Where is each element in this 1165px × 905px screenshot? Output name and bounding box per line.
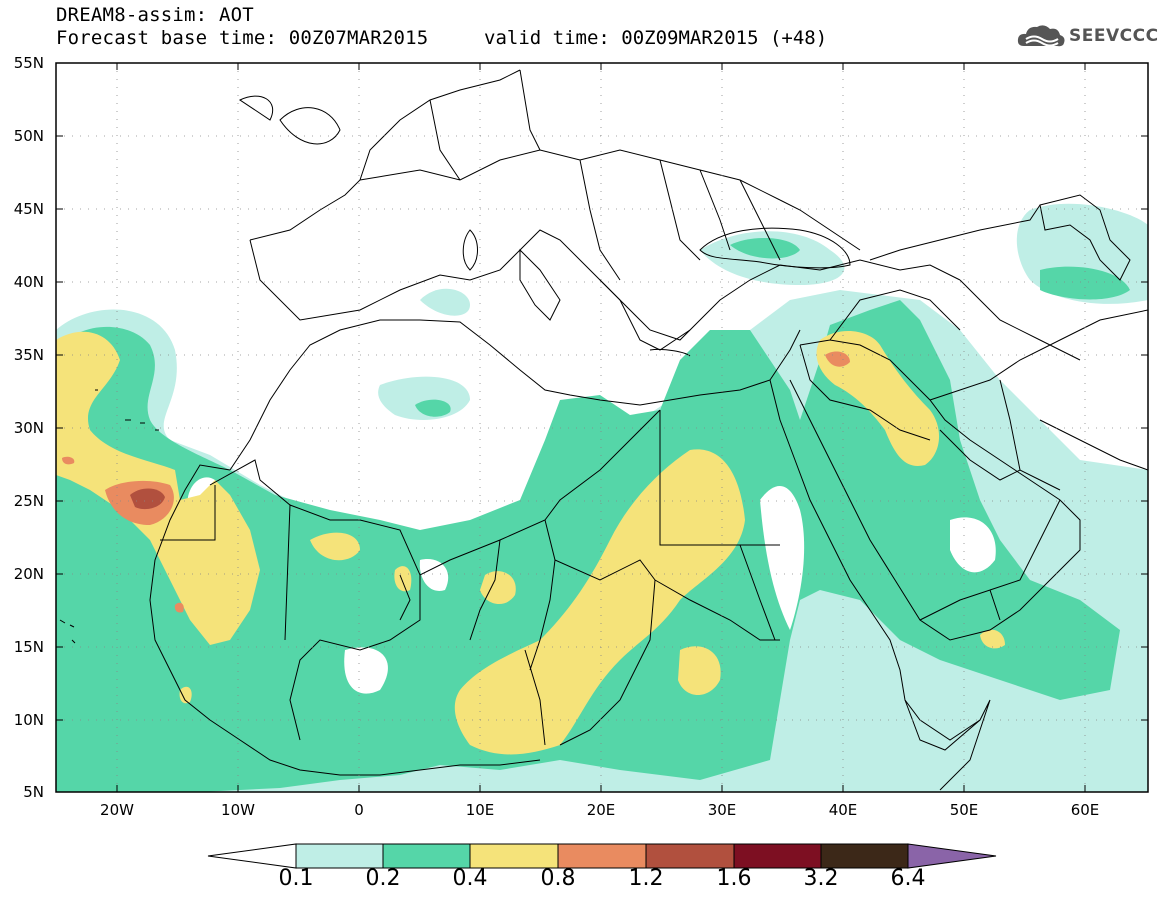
axis-ticks xyxy=(56,62,1148,793)
lon-label: 60E xyxy=(1070,801,1100,819)
lat-label: 15N xyxy=(13,638,44,656)
lon-label: 20W xyxy=(100,801,134,819)
aot-contours xyxy=(56,63,1148,792)
lon-label: 10E xyxy=(465,801,495,819)
valid-time-label: valid time: 00Z09MAR2015 (+48) xyxy=(484,27,828,49)
colorbar-min-arrow xyxy=(207,843,297,869)
lat-label: 40N xyxy=(13,273,44,291)
colorbar-label: 3.2 xyxy=(803,866,839,891)
lat-label: 55N xyxy=(13,54,44,72)
colorbar xyxy=(207,843,997,869)
colorbar-label: 0.2 xyxy=(365,866,401,891)
colorbar-label: 1.6 xyxy=(716,866,752,891)
colorbar-swatch-2 xyxy=(382,843,471,869)
colorbar-label: 0.4 xyxy=(452,866,488,891)
lat-label: 5N xyxy=(23,783,44,801)
cloud-icon xyxy=(1017,25,1065,47)
lat-label: 20N xyxy=(13,565,44,583)
colorbar-swatch-5 xyxy=(645,843,735,869)
lat-label: 35N xyxy=(13,346,44,364)
lat-label: 25N xyxy=(13,492,44,510)
colorbar-label: 1.2 xyxy=(628,866,664,891)
lat-label: 50N xyxy=(13,127,44,145)
colorbar-swatch-7 xyxy=(820,843,909,869)
aot-level-0.2 xyxy=(56,238,1130,792)
lon-label: 50E xyxy=(949,801,979,819)
lon-label: 0 xyxy=(354,801,364,819)
colorbar-swatch-4 xyxy=(557,843,647,869)
colorbar-label: 6.4 xyxy=(890,866,926,891)
lon-label: 30E xyxy=(707,801,737,819)
colorbar-swatch-1 xyxy=(295,843,384,869)
aot-level-1.2 xyxy=(130,488,165,510)
base-time-label: Forecast base time: 00Z07MAR2015 xyxy=(56,27,429,49)
logo-text: SEEVCCC xyxy=(1069,26,1159,46)
lat-label: 10N xyxy=(13,711,44,729)
lon-label: 20E xyxy=(586,801,616,819)
colorbar-label: 0.1 xyxy=(278,866,314,891)
lon-label: 40E xyxy=(828,801,858,819)
lat-label: 45N xyxy=(13,200,44,218)
colorbar-swatch-6 xyxy=(733,843,822,869)
lat-label: 30N xyxy=(13,419,44,437)
map-title: DREAM8-assim: AOT xyxy=(56,4,254,26)
colorbar-label: 0.8 xyxy=(540,866,576,891)
seevccc-logo: SEEVCCC xyxy=(1016,22,1159,50)
lon-label: 10W xyxy=(221,801,255,819)
colorbar-max-arrow xyxy=(907,843,997,869)
colorbar-swatch-3 xyxy=(469,843,559,869)
